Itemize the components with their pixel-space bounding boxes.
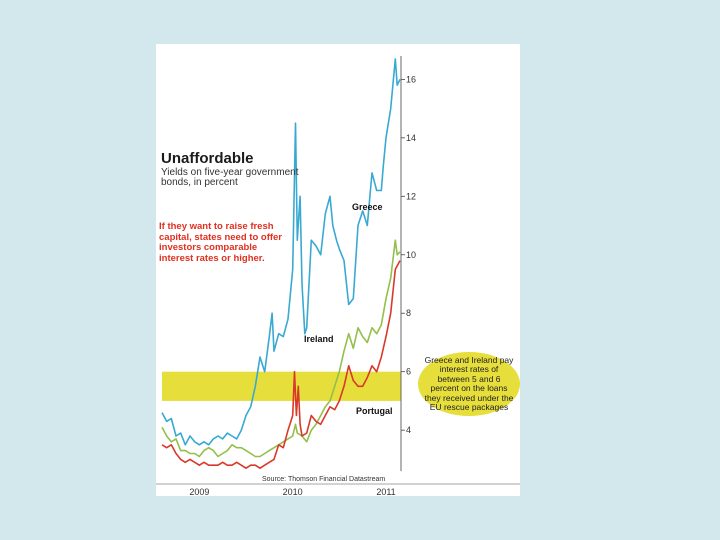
- series-line-greece: [161, 58, 401, 446]
- y-tick-label: 14: [406, 133, 416, 143]
- series-line-portugal: [161, 260, 401, 469]
- y-tick-label: 10: [406, 250, 416, 260]
- chart-svg: 4 6 8 10 12 14 16 2009 2010 2011 Greece Ireland Po…: [156, 56, 520, 496]
- callout-text: Greece and Ireland pay interest rates of…: [424, 354, 514, 412]
- series-labels: Greece Ireland Portugal: [304, 202, 393, 416]
- y-tick-label: 12: [406, 191, 416, 201]
- series-label-portugal: Portugal: [356, 406, 393, 416]
- series-lines: [161, 58, 401, 469]
- x-tick-label: 2011: [376, 487, 395, 496]
- callout-bubble: Greece and Ireland pay interest rates of…: [418, 352, 520, 416]
- x-tick-label: 2009: [189, 487, 209, 496]
- series-line-ireland: [161, 239, 401, 458]
- y-tick-label: 6: [406, 367, 411, 377]
- chart-note: If they want to raise fresh capital, sta…: [159, 221, 283, 264]
- chart-title: Unaffordable: [161, 150, 254, 167]
- y-tick-label: 16: [406, 74, 416, 84]
- y-tick-label: 4: [406, 425, 411, 435]
- chart-subtitle: Yields on five-year government bonds, in…: [161, 167, 299, 188]
- x-tick-label: 2010: [283, 487, 303, 496]
- source-text: Source: Thomson Financial Datastream: [262, 476, 386, 483]
- chart-figure: 4 6 8 10 12 14 16 2009 2010 2011 Greece Ireland Po…: [156, 44, 520, 496]
- interest-band: [162, 371, 401, 401]
- x-ticks: 2009 2010 2011: [156, 483, 520, 496]
- series-label-ireland: Ireland: [304, 334, 334, 344]
- y-tick-label: 8: [406, 308, 411, 318]
- y-ticks: 4 6 8 10 12 14 16: [401, 74, 416, 435]
- series-label-greece: Greece: [352, 202, 383, 212]
